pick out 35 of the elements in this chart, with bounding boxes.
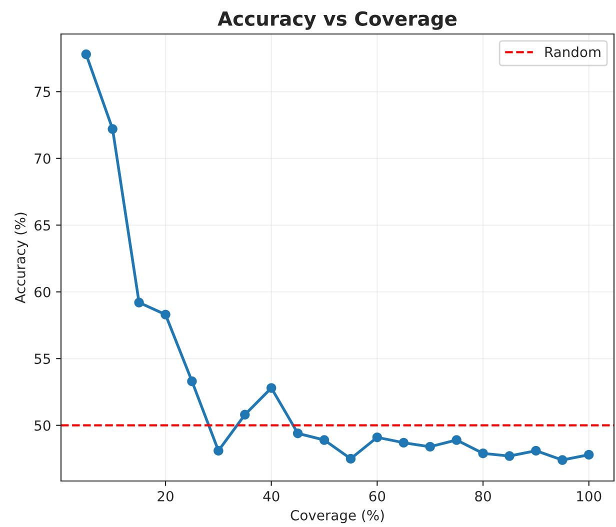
point bbox=[584, 450, 594, 460]
point bbox=[398, 438, 409, 448]
point bbox=[346, 454, 356, 464]
point bbox=[478, 448, 488, 458]
point bbox=[558, 455, 568, 465]
point bbox=[292, 428, 303, 438]
point bbox=[134, 298, 144, 308]
x-tick-label: 40 bbox=[263, 490, 280, 502]
x-tick-label: 100 bbox=[577, 490, 602, 502]
point bbox=[81, 49, 91, 60]
x-tick-label: 60 bbox=[369, 490, 386, 502]
y-tick-label: 70 bbox=[34, 153, 50, 164]
y-tick-label: 75 bbox=[34, 86, 50, 98]
y-tick-label: 60 bbox=[34, 286, 50, 298]
point bbox=[425, 442, 435, 452]
point bbox=[187, 376, 197, 386]
point bbox=[108, 124, 118, 134]
legend-label: Random bbox=[545, 46, 600, 58]
point bbox=[531, 446, 541, 456]
y-tick-label: 55 bbox=[34, 354, 50, 364]
point bbox=[266, 383, 276, 393]
point bbox=[452, 435, 462, 445]
point bbox=[214, 446, 224, 456]
y-tick-label: 50 bbox=[34, 420, 50, 431]
point bbox=[160, 310, 170, 320]
y-tick-label: 65 bbox=[34, 220, 50, 231]
x-tick-label: 80 bbox=[475, 490, 491, 502]
x-tick-label: 20 bbox=[158, 490, 174, 502]
point bbox=[504, 451, 514, 461]
point bbox=[319, 435, 330, 445]
point bbox=[240, 410, 250, 420]
x-axis-title: Coverage (%) bbox=[290, 510, 384, 524]
chart-title: Accuracy vs Coverage bbox=[218, 11, 457, 30]
y-axis-title: Accuracy (%) bbox=[14, 212, 28, 304]
point bbox=[372, 432, 382, 442]
